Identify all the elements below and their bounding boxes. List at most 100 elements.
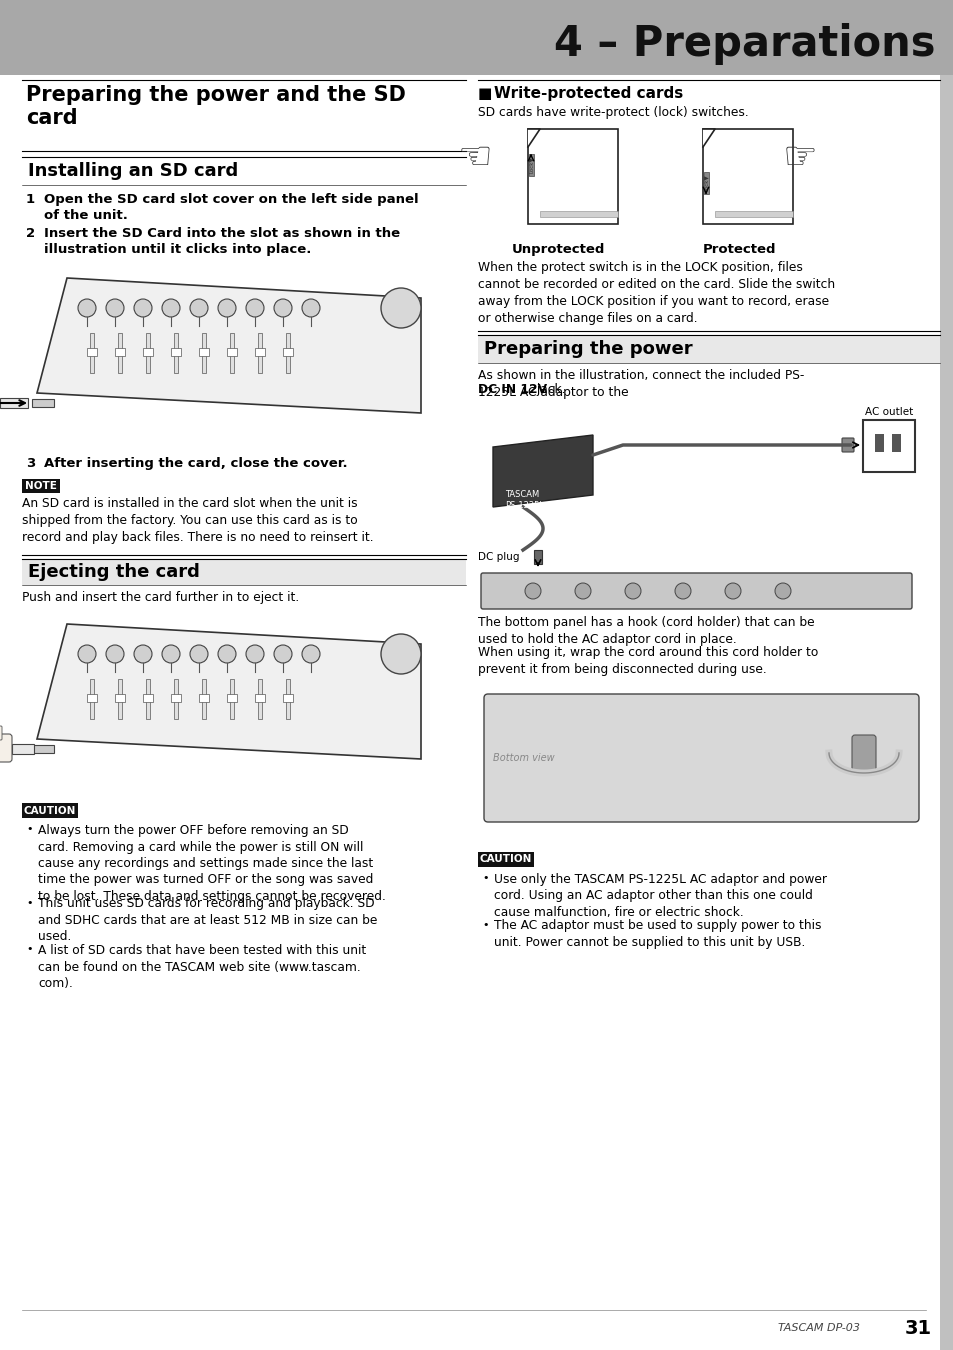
Polygon shape	[702, 130, 714, 147]
FancyBboxPatch shape	[527, 130, 618, 224]
Text: A list of SD cards that have been tested with this unit
can be found on the TASC: A list of SD cards that have been tested…	[38, 944, 366, 990]
Text: Lock▼: Lock▼	[702, 174, 708, 192]
Circle shape	[78, 645, 96, 663]
Bar	[87, 348, 97, 356]
Text: The bottom panel has a hook (cord holder) that can be
used to hold the AC adapto: The bottom panel has a hook (cord holder…	[477, 616, 814, 647]
Bar	[0, 398, 28, 408]
Text: CAUTION: CAUTION	[479, 855, 532, 864]
Bar	[12, 744, 34, 755]
Polygon shape	[37, 278, 420, 413]
Bar	[254, 348, 265, 356]
Circle shape	[190, 298, 208, 317]
Text: Lock▼: Lock▼	[528, 157, 533, 173]
Text: Bottom view: Bottom view	[493, 753, 554, 763]
Text: Always turn the power OFF before removing an SD
card. Removing a card while the : Always turn the power OFF before removin…	[38, 824, 385, 903]
Circle shape	[575, 583, 590, 599]
Circle shape	[774, 583, 790, 599]
Text: 2: 2	[26, 227, 35, 240]
Bar	[32, 400, 54, 406]
Bar	[22, 559, 465, 585]
Text: An SD card is installed in the card slot when the unit is
shipped from the facto: An SD card is installed in the card slot…	[22, 497, 374, 544]
Circle shape	[190, 645, 208, 663]
Bar	[146, 679, 150, 720]
Text: 1: 1	[26, 193, 35, 207]
Bar	[230, 333, 233, 373]
Text: When using it, wrap the cord around this cord holder to
prevent it from being di: When using it, wrap the cord around this…	[477, 647, 818, 676]
Circle shape	[218, 645, 235, 663]
Bar	[286, 679, 290, 720]
Text: ☜: ☜	[457, 139, 493, 177]
Circle shape	[78, 298, 96, 317]
Bar	[227, 694, 236, 702]
Bar	[477, 678, 934, 848]
Text: NOTE: NOTE	[25, 481, 57, 491]
Bar	[529, 154, 534, 176]
Bar	[118, 333, 122, 373]
Text: AC outlet: AC outlet	[864, 406, 912, 417]
Text: Insert the SD Card into the slot as shown in the
illustration until it clicks in: Insert the SD Card into the slot as show…	[44, 227, 399, 256]
Bar	[143, 348, 152, 356]
Bar	[714, 211, 792, 217]
Text: Preparing the power and the SD
card: Preparing the power and the SD card	[26, 85, 405, 128]
Bar	[22, 157, 465, 185]
Circle shape	[162, 298, 180, 317]
Circle shape	[675, 583, 690, 599]
Bar	[230, 679, 233, 720]
Circle shape	[302, 645, 319, 663]
Circle shape	[246, 298, 264, 317]
Polygon shape	[493, 435, 593, 508]
Bar	[874, 433, 883, 452]
Bar	[146, 333, 150, 373]
Bar	[477, 335, 939, 363]
Bar	[22, 479, 60, 493]
Bar	[283, 694, 293, 702]
Circle shape	[218, 298, 235, 317]
Circle shape	[246, 645, 264, 663]
Text: Open the SD card slot cover on the left side panel
of the unit.: Open the SD card slot cover on the left …	[44, 193, 418, 221]
Bar	[283, 348, 293, 356]
Text: 4 – Preparations: 4 – Preparations	[554, 23, 935, 65]
Circle shape	[724, 583, 740, 599]
FancyBboxPatch shape	[0, 734, 12, 761]
Bar	[27, 609, 460, 799]
Text: •: •	[481, 919, 488, 930]
Bar	[202, 679, 206, 720]
FancyBboxPatch shape	[483, 694, 918, 822]
Text: SD cards have write-protect (lock) switches.: SD cards have write-protect (lock) switc…	[477, 107, 748, 119]
Polygon shape	[527, 130, 539, 147]
Bar	[257, 333, 262, 373]
Polygon shape	[37, 624, 420, 759]
Bar	[286, 333, 290, 373]
Circle shape	[380, 288, 420, 328]
Bar	[703, 171, 708, 194]
Bar	[199, 694, 209, 702]
Circle shape	[133, 645, 152, 663]
Bar	[477, 405, 934, 610]
Text: Protected: Protected	[702, 243, 776, 256]
FancyBboxPatch shape	[851, 734, 875, 771]
Circle shape	[524, 583, 540, 599]
Circle shape	[106, 645, 124, 663]
Text: •: •	[26, 898, 32, 907]
Bar	[254, 694, 265, 702]
Text: 3: 3	[26, 458, 35, 470]
Text: jack.: jack.	[533, 383, 565, 396]
Text: TASCAM DP-03: TASCAM DP-03	[778, 1323, 859, 1332]
Bar	[173, 679, 178, 720]
Text: When the protect switch is in the LOCK position, files
cannot be recorded or edi: When the protect switch is in the LOCK p…	[477, 261, 834, 325]
Bar	[32, 745, 54, 753]
Circle shape	[624, 583, 640, 599]
Text: After inserting the card, close the cover.: After inserting the card, close the cove…	[44, 458, 347, 470]
Bar	[199, 348, 209, 356]
Bar	[90, 679, 94, 720]
Text: Unprotected: Unprotected	[511, 243, 604, 256]
Bar	[862, 420, 914, 472]
Text: Preparing the power: Preparing the power	[483, 340, 692, 358]
Bar	[27, 263, 460, 454]
Text: Write-protected cards: Write-protected cards	[494, 86, 682, 101]
Text: The AC adaptor must be used to supply power to this
unit. Power cannot be suppli: The AC adaptor must be used to supply po…	[494, 919, 821, 949]
Text: As shown in the illustration, connect the included PS-
1225L AC adaptor to the: As shown in the illustration, connect th…	[477, 369, 803, 400]
Text: This unit uses SD cards for recording and playback. SD
and SDHC cards that are a: This unit uses SD cards for recording an…	[38, 898, 377, 944]
Text: •: •	[26, 824, 32, 834]
Text: •: •	[481, 873, 488, 883]
